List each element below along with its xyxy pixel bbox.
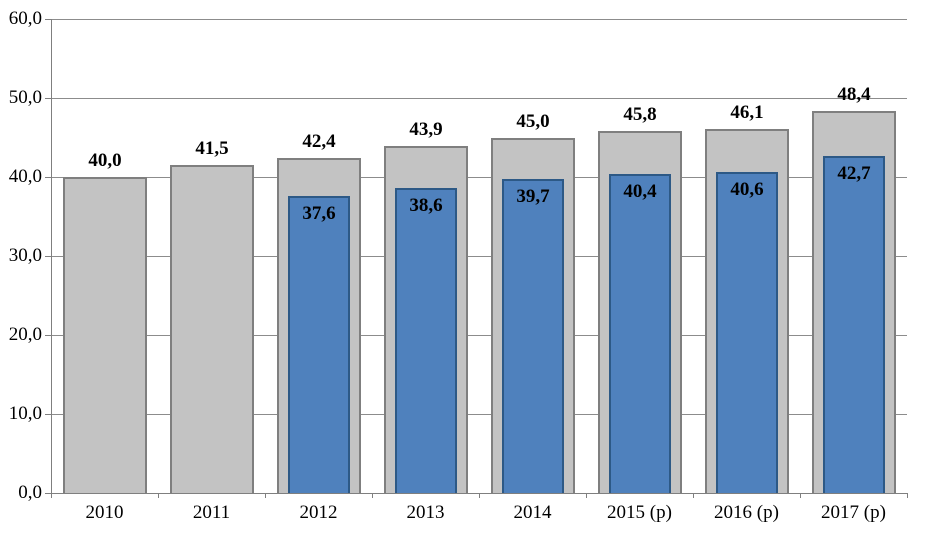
y-tick-label: 30,0 xyxy=(8,245,42,266)
x-tick-label: 2013 xyxy=(406,502,445,523)
x-axis-tick xyxy=(51,493,52,498)
y-axis-tick xyxy=(45,19,51,20)
y-tick-label: 60,0 xyxy=(8,8,42,29)
y-axis-tick xyxy=(45,335,51,336)
x-tick-label: 2012 xyxy=(299,502,338,523)
y-axis-tick xyxy=(45,414,51,415)
x-axis-tick xyxy=(158,493,159,498)
x-axis-tick xyxy=(907,493,908,498)
bar-label-inner-blue-2013: 38,6 xyxy=(409,195,443,216)
x-axis-tick xyxy=(265,493,266,498)
y-tick-label: 40,0 xyxy=(8,166,42,187)
bar-outer-gray-2010 xyxy=(63,177,147,493)
bar-label-outer-gray-2011: 41,5 xyxy=(195,138,229,159)
x-axis-tick xyxy=(693,493,694,498)
bar-inner-blue-2015 (p) xyxy=(609,174,671,493)
x-tick-label: 2011 xyxy=(192,502,231,523)
y-axis xyxy=(51,19,52,493)
bar-label-outer-gray-2010: 40,0 xyxy=(88,150,122,171)
x-tick-label: 2010 xyxy=(85,502,124,523)
bar-inner-blue-2014 xyxy=(502,179,564,493)
gridline xyxy=(51,98,907,99)
bar-label-outer-gray-2017 (p): 48,4 xyxy=(837,84,871,105)
x-axis-tick xyxy=(586,493,587,498)
x-tick-label: 2014 xyxy=(513,502,552,523)
y-axis-tick xyxy=(45,98,51,99)
bar-label-inner-blue-2015 (p): 40,4 xyxy=(623,181,657,202)
gridline xyxy=(51,177,907,178)
bar-label-outer-gray-2015 (p): 45,8 xyxy=(623,104,657,125)
bar-label-outer-gray-2013: 43,9 xyxy=(409,119,443,140)
y-axis-tick xyxy=(45,256,51,257)
bar-inner-blue-2013 xyxy=(395,188,457,493)
y-tick-label: 20,0 xyxy=(8,324,42,345)
x-axis-tick xyxy=(372,493,373,498)
gridline xyxy=(51,335,907,336)
y-tick-label: 10,0 xyxy=(8,403,42,424)
x-tick-label: 2017 (p) xyxy=(821,502,886,523)
bar-label-inner-blue-2014: 39,7 xyxy=(516,186,550,207)
y-axis-tick xyxy=(45,493,51,494)
bar-inner-blue-2016 (p) xyxy=(716,172,778,493)
x-tick-label: 2015 (p) xyxy=(607,502,672,523)
bar-label-inner-blue-2017 (p): 42,7 xyxy=(837,163,871,184)
bar-label-inner-blue-2012: 37,6 xyxy=(302,203,336,224)
gridline xyxy=(51,414,907,415)
bar-label-outer-gray-2016 (p): 46,1 xyxy=(730,102,764,123)
gridline xyxy=(51,19,907,20)
y-tick-label: 0,0 xyxy=(18,482,42,503)
bar-outer-gray-2011 xyxy=(170,165,254,493)
y-tick-label: 50,0 xyxy=(8,87,42,108)
x-axis-tick xyxy=(479,493,480,498)
bar-label-outer-gray-2014: 45,0 xyxy=(516,111,550,132)
x-axis-tick xyxy=(800,493,801,498)
bar-inner-blue-2017 (p) xyxy=(823,156,885,493)
y-axis-tick xyxy=(45,177,51,178)
bar-label-outer-gray-2012: 42,4 xyxy=(302,131,336,152)
x-tick-label: 2016 (p) xyxy=(714,502,779,523)
bar-label-inner-blue-2016 (p): 40,6 xyxy=(730,179,764,200)
gridline xyxy=(51,256,907,257)
bar-inner-blue-2012 xyxy=(288,196,350,493)
